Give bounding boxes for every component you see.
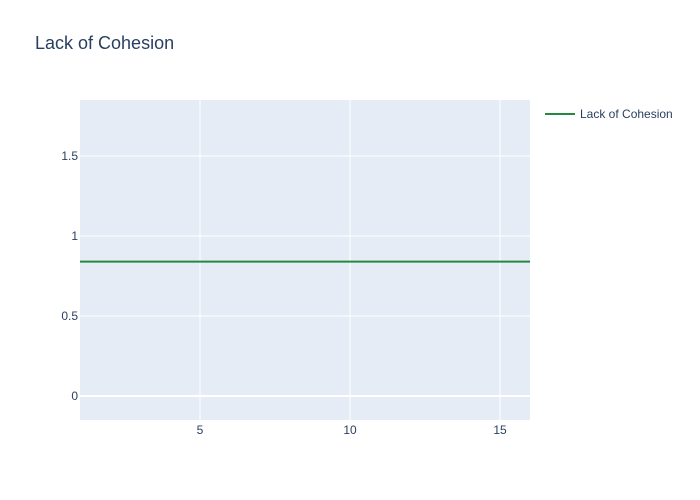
y-tick-label: 0 [71, 389, 78, 403]
legend[interactable]: Lack of Cohesion [545, 107, 673, 121]
legend-label[interactable]: Lack of Cohesion [580, 107, 673, 121]
y-tick-label: 0.5 [61, 309, 78, 323]
x-tick-label: 15 [493, 423, 507, 437]
chart-title: Lack of Cohesion [35, 33, 175, 53]
grid-lines [80, 100, 530, 420]
tick-labels: 5 10 15 0 0.5 1 1.5 [61, 149, 507, 437]
y-tick-label: 1.5 [61, 149, 78, 163]
x-tick-label: 10 [343, 423, 357, 437]
y-tick-label: 1 [71, 229, 78, 243]
x-tick-label: 5 [197, 423, 204, 437]
plot-area [80, 100, 530, 420]
